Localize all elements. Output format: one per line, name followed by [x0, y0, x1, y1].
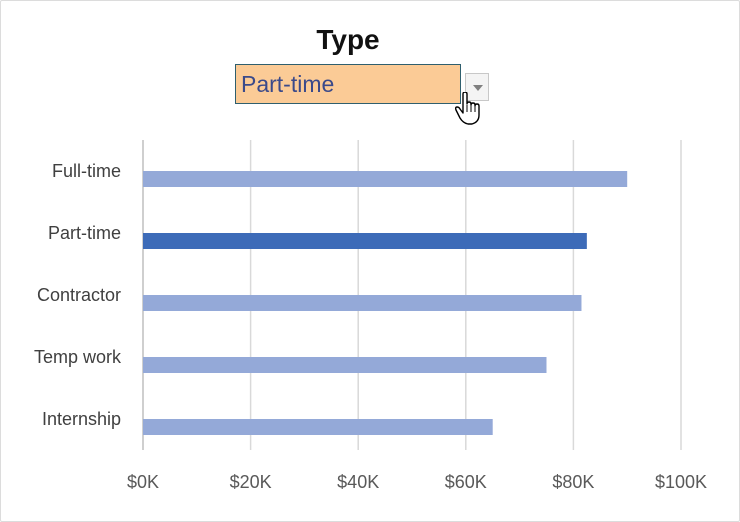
- dropdown-selected-value: Part-time: [241, 71, 335, 97]
- hand-cursor-icon: [455, 92, 480, 125]
- bar-contractor: [143, 295, 582, 311]
- x-tick-label: $80K: [552, 472, 594, 492]
- category-label: Contractor: [37, 285, 121, 305]
- category-label: Part-time: [48, 223, 121, 243]
- bar-temp-work: [143, 357, 547, 373]
- x-tick-label: $20K: [230, 472, 272, 492]
- bar-part-time: [143, 233, 587, 249]
- x-tick-label: $40K: [337, 472, 379, 492]
- x-tick-label: $0K: [127, 472, 159, 492]
- filter-title: Type: [316, 24, 380, 55]
- category-label: Temp work: [34, 347, 122, 367]
- category-label: Full-time: [52, 161, 121, 181]
- category-label: Internship: [42, 409, 121, 429]
- type-dropdown[interactable]: Part-time: [235, 64, 461, 104]
- x-tick-label: $100K: [655, 472, 707, 492]
- bar-internship: [143, 419, 493, 435]
- chevron-down-icon: [473, 85, 483, 91]
- x-tick-label: $60K: [445, 472, 487, 492]
- dropdown-arrow-button[interactable]: [465, 73, 489, 101]
- bar-full-time: [143, 171, 628, 187]
